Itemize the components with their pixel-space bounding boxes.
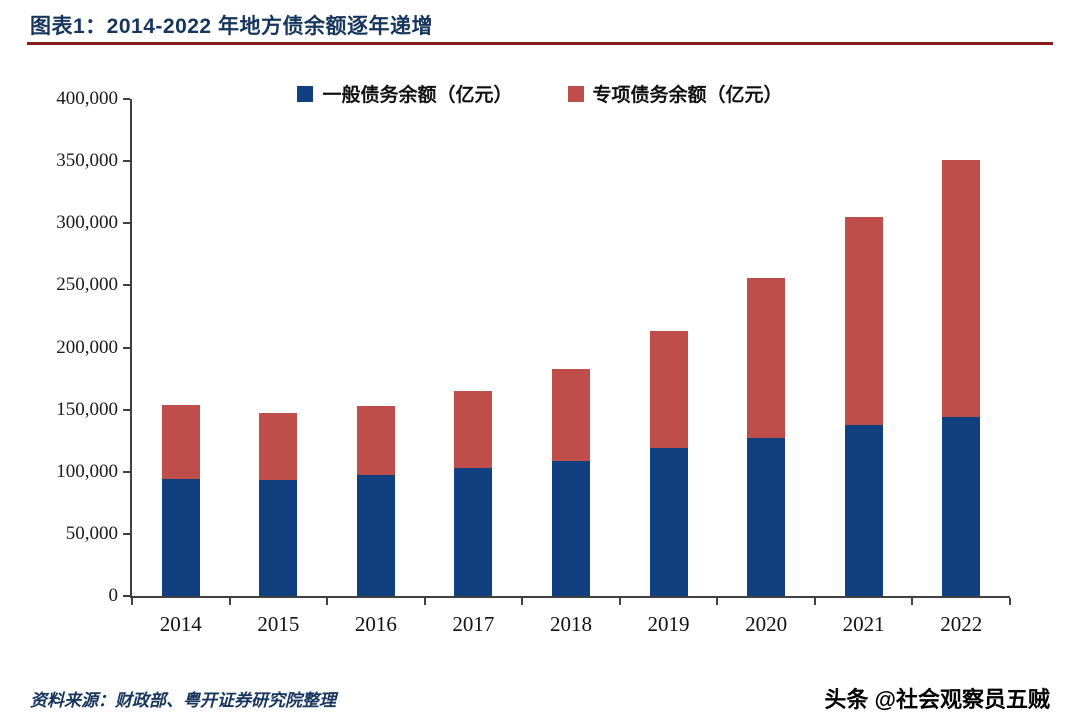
y-axis-tick-label: 50,000 [65, 522, 118, 544]
x-axis-label: 2014 [159, 612, 202, 636]
x-axis-tick [423, 598, 426, 605]
y-axis-tick-label: 200,000 [56, 336, 118, 358]
y-axis-tick [123, 98, 130, 100]
bar-segment-special-debt [356, 405, 395, 476]
bar-segment-general-debt [161, 479, 200, 596]
x-axis-label: 2017 [452, 612, 495, 636]
y-axis-tick [123, 595, 130, 597]
x-axis-tick [618, 598, 621, 605]
bar-segment-general-debt [552, 460, 590, 596]
y-axis-tick-label: 400,000 [56, 88, 118, 109]
x-axis-tick [813, 598, 816, 605]
bar-segment-special-debt [844, 217, 883, 425]
x-axis-label: 2015 [257, 612, 300, 636]
chart-legend: 一般债务余额（亿元） 专项债务余额（亿元） [0, 80, 1080, 107]
x-axis-label: 2018 [549, 612, 592, 636]
y-axis-tick [123, 284, 130, 287]
y-axis-tick-label: 150,000 [56, 398, 118, 420]
bar-segment-special-debt [454, 391, 493, 469]
bar-segment-special-debt [161, 404, 200, 480]
x-axis-tick [228, 598, 231, 605]
x-axis-tick [326, 598, 329, 605]
y-axis-tick [123, 222, 130, 225]
y-axis-tick [123, 532, 130, 535]
y-axis-tick [123, 408, 130, 411]
y-axis-tick-label: 100,000 [56, 460, 118, 482]
bar-segment-special-debt [649, 331, 688, 449]
y-axis-tick [123, 160, 130, 163]
title-divider-rule [27, 42, 1053, 45]
chart-title: 图表1：2014-2022 年地方债余额逐年递增 [30, 15, 433, 38]
plot-area: 0 50,000 100,000 150,000 200,000 250,000 300,0… [56, 88, 1011, 636]
legend-swatch-general-debt [297, 85, 314, 102]
x-axis-tick [521, 598, 524, 605]
source-note: 资料来源：财政部、粤开证券研究院整理 [30, 691, 336, 710]
bar-segment-general-debt [942, 417, 981, 596]
x-axis-tick [131, 598, 133, 605]
bar-segment-special-debt [259, 413, 298, 481]
x-axis-label: 2020 [745, 612, 788, 636]
bar-segment-general-debt [649, 448, 688, 596]
y-axis-tick [123, 346, 130, 349]
x-axis-label: 2019 [647, 612, 690, 636]
x-axis-label: 2022 [940, 612, 983, 636]
y-axis-tick-label: 0 [108, 585, 119, 606]
y-axis-tick-label: 250,000 [56, 274, 118, 296]
bar-segment-general-debt [844, 424, 883, 596]
x-axis-label: 2021 [842, 612, 885, 636]
bar-segment-special-debt [552, 368, 590, 461]
bar-segment-general-debt [454, 468, 493, 596]
x-axis-label: 2016 [354, 612, 397, 636]
x-axis-tick [1009, 598, 1011, 605]
legend-label-general-debt: 一般债务余额（亿元） [322, 85, 513, 106]
bar-segment-general-debt [259, 480, 298, 596]
legend-item-special-debt: 专项债务余额（亿元） [567, 80, 783, 107]
y-axis-tick [123, 470, 130, 473]
legend-label-special-debt: 专项债务余额（亿元） [592, 85, 783, 106]
x-axis-tick [911, 598, 914, 605]
watermark-text: 头条 @社会观察员五贼 [824, 687, 1050, 712]
bar-segment-special-debt [747, 277, 786, 439]
y-axis-tick-label: 350,000 [56, 150, 118, 172]
y-axis-tick-label: 300,000 [56, 212, 118, 234]
bar-segment-general-debt [356, 475, 395, 596]
legend-item-general-debt: 一般债务余额（亿元） [297, 80, 513, 107]
x-axis-tick [716, 598, 719, 605]
legend-swatch-special-debt [567, 85, 584, 102]
bar-segment-special-debt [942, 159, 981, 418]
bar-segment-general-debt [747, 438, 786, 596]
